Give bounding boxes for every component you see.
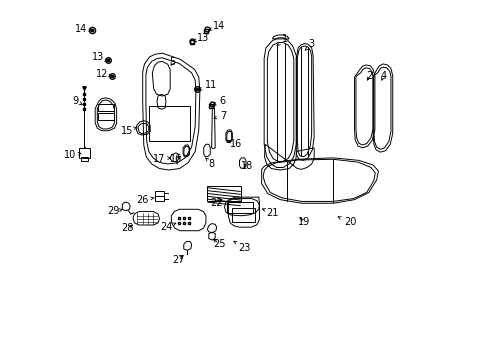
Bar xyxy=(81,157,88,161)
Bar xyxy=(155,197,164,202)
Bar xyxy=(98,104,114,111)
Text: 27: 27 xyxy=(172,255,184,265)
Text: 2: 2 xyxy=(365,71,371,81)
Bar xyxy=(231,208,254,222)
Text: 10: 10 xyxy=(64,150,81,160)
Text: 16: 16 xyxy=(227,139,242,149)
Text: 23: 23 xyxy=(233,241,250,253)
Text: 5: 5 xyxy=(169,57,175,67)
Text: 9: 9 xyxy=(72,96,82,106)
Text: 21: 21 xyxy=(262,208,279,218)
Text: 17: 17 xyxy=(153,154,170,163)
Text: 12: 12 xyxy=(96,69,111,79)
Bar xyxy=(155,191,164,196)
Bar xyxy=(148,107,189,141)
Text: 25: 25 xyxy=(213,239,225,249)
Text: 26: 26 xyxy=(136,195,154,204)
Text: 3: 3 xyxy=(305,39,314,50)
Text: 20: 20 xyxy=(337,217,355,227)
Text: 8: 8 xyxy=(205,158,214,169)
Bar xyxy=(227,202,253,213)
Text: 4: 4 xyxy=(380,71,386,81)
Text: 24: 24 xyxy=(160,222,175,232)
Text: 22: 22 xyxy=(209,198,222,208)
Text: 28: 28 xyxy=(121,223,134,233)
Text: 6: 6 xyxy=(213,96,225,106)
Text: 18: 18 xyxy=(241,161,253,171)
Text: 15: 15 xyxy=(121,126,136,136)
Text: 29: 29 xyxy=(107,206,122,216)
Text: 7: 7 xyxy=(214,111,226,121)
Bar xyxy=(206,186,241,202)
Text: 16: 16 xyxy=(170,154,182,164)
Text: 14: 14 xyxy=(208,21,225,31)
Text: 14: 14 xyxy=(75,24,92,34)
Text: 13: 13 xyxy=(193,33,209,43)
Text: 19: 19 xyxy=(298,217,310,227)
Text: 13: 13 xyxy=(92,53,108,63)
Bar xyxy=(80,148,90,158)
Text: 11: 11 xyxy=(199,80,217,90)
Bar xyxy=(98,113,114,120)
Text: 1: 1 xyxy=(277,34,287,46)
